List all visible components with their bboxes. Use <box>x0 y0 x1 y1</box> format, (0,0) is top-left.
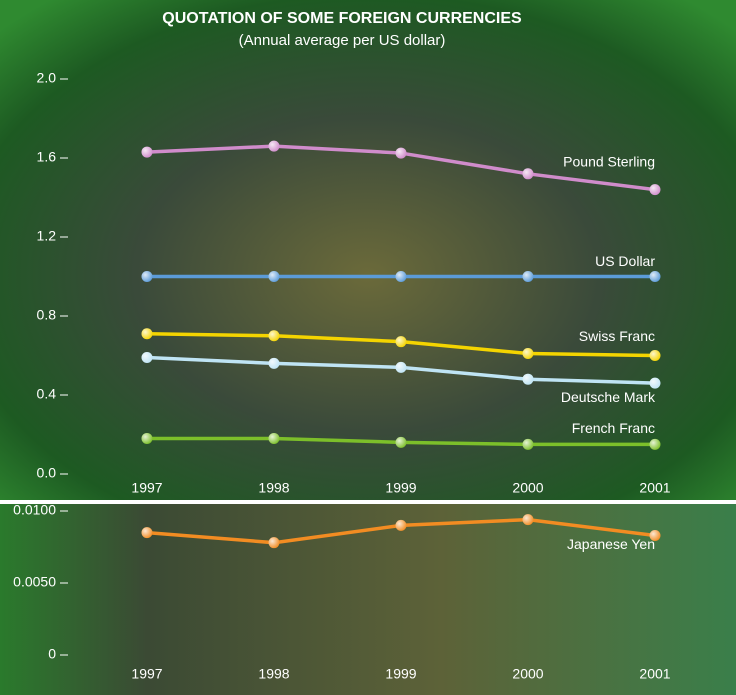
separator <box>0 500 736 504</box>
chart-subtitle: (Annual average per US dollar) <box>239 32 446 49</box>
background <box>0 504 736 695</box>
point-highlight <box>141 351 153 363</box>
point-highlight <box>141 146 153 158</box>
point-highlight <box>395 271 407 282</box>
x-tick-label: 2001 <box>639 666 670 682</box>
y-tick-label: 0.0050 <box>13 574 56 590</box>
point-highlight <box>268 432 280 444</box>
chart-title: QUOTATION OF SOME FOREIGN CURRENCIES <box>162 10 522 27</box>
y-tick-label: 0.8 <box>37 307 57 323</box>
series-label: French Franc <box>572 420 655 436</box>
background <box>0 0 736 500</box>
point-highlight <box>268 140 280 152</box>
point-highlight <box>649 184 661 196</box>
x-tick-label: 2000 <box>512 480 543 496</box>
point-highlight <box>268 537 280 549</box>
point-highlight <box>649 271 661 282</box>
x-tick-label: 1998 <box>258 480 289 496</box>
y-tick-label: 0.0 <box>37 465 57 481</box>
point-highlight <box>522 271 534 282</box>
point-highlight <box>268 271 280 282</box>
y-tick-label: 0 <box>48 646 56 662</box>
point-highlight <box>268 357 280 369</box>
point-highlight <box>395 147 407 159</box>
series-label: US Dollar <box>595 253 655 269</box>
x-tick-label: 1998 <box>258 666 289 682</box>
y-tick-label: 1.6 <box>37 149 57 165</box>
point-highlight <box>649 377 661 389</box>
point-highlight <box>522 514 534 526</box>
point-highlight <box>141 432 153 444</box>
y-tick-label: 0.0100 <box>13 502 56 518</box>
point-highlight <box>395 361 407 373</box>
y-tick-label: 2.0 <box>37 70 57 86</box>
point-highlight <box>395 436 407 448</box>
point-highlight <box>522 438 534 450</box>
point-highlight <box>141 527 153 539</box>
x-tick-label: 1997 <box>131 666 162 682</box>
point-highlight <box>395 336 407 348</box>
point-highlight <box>395 519 407 531</box>
y-tick-label: 0.4 <box>37 386 57 402</box>
x-tick-label: 1997 <box>131 480 162 496</box>
series-label: Swiss Franc <box>579 328 655 344</box>
x-tick-label: 2000 <box>512 666 543 682</box>
point-highlight <box>522 168 534 180</box>
x-tick-label: 1999 <box>385 480 416 496</box>
point-highlight <box>268 330 280 342</box>
point-highlight <box>649 438 661 450</box>
point-highlight <box>649 350 661 361</box>
series-label: Deutsche Mark <box>561 389 656 405</box>
x-tick-label: 2001 <box>639 480 670 496</box>
point-highlight <box>141 271 153 282</box>
point-highlight <box>141 328 153 340</box>
x-tick-label: 1999 <box>385 666 416 682</box>
y-tick-label: 1.2 <box>37 228 57 244</box>
point-highlight <box>522 373 534 385</box>
series-label: Pound Sterling <box>563 153 655 169</box>
point-highlight <box>649 529 661 541</box>
point-highlight <box>522 348 534 360</box>
series-label: Japanese Yen <box>567 536 655 552</box>
